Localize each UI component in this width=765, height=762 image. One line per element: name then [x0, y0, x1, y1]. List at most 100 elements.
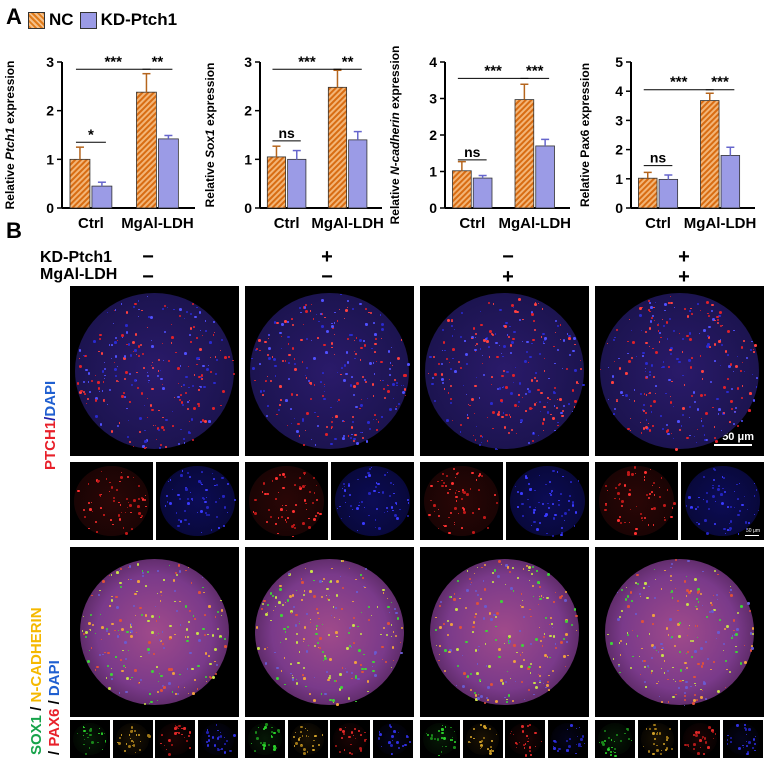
bar [348, 139, 368, 209]
organoid [423, 723, 457, 755]
legend: NC KD-Ptch1 [28, 10, 177, 30]
significance-mark: ns [464, 144, 481, 160]
bar [638, 177, 658, 209]
scale-text-large: 50 μm [722, 431, 754, 443]
stain-part: PTCH1 [42, 420, 59, 470]
legend-swatch-nc [28, 11, 45, 29]
x-tick-label: Ctrl [459, 215, 485, 232]
y-tick-label: 5 [615, 54, 623, 70]
scale-bar-large [714, 444, 752, 446]
y-tick-label: 2 [615, 142, 623, 158]
stain-part: PAX6 [46, 708, 63, 747]
bar [327, 86, 348, 209]
micrograph-ptch1-col4: 50 μm [595, 286, 764, 456]
micrograph-merge-col3 [420, 547, 589, 717]
chart-ptch1: Relative Ptch1 expression 0 1 2 3 Ctrl MgAl-LD… [3, 53, 195, 232]
organoid [508, 723, 542, 755]
channel-red-col4 [595, 462, 678, 540]
bar [136, 91, 157, 209]
x-tick-label: Ctrl [78, 215, 104, 232]
organoid [685, 465, 760, 537]
bar [535, 145, 555, 209]
y-tick-label: 4 [429, 54, 437, 70]
x-tick-label: Ctrl [274, 215, 300, 232]
channel-red-merge-col1 [155, 720, 195, 758]
stain-part: DAPI [42, 380, 59, 417]
significance-mark: *** [526, 62, 544, 79]
stain-part: N-CADHERIN [28, 607, 45, 703]
panel-a-letter: A [6, 4, 22, 29]
y-tick-label: 2 [244, 103, 252, 119]
organoid [683, 723, 717, 755]
y-tick-label: 0 [615, 200, 623, 216]
channel-blue-merge-col1 [197, 720, 238, 758]
stain-part: DAPI [46, 660, 63, 697]
x-tick-label: MgAl-LDH [684, 215, 756, 232]
organoid [424, 465, 499, 537]
significance-mark: * [88, 126, 94, 143]
organoid [335, 465, 410, 537]
organoid [74, 465, 149, 537]
bar [658, 178, 679, 209]
organoid [600, 292, 759, 450]
significance-mark: *** [298, 53, 316, 70]
bar [91, 185, 113, 209]
stain-part: / [28, 702, 45, 715]
col1-mg-sign: − [142, 266, 154, 288]
organoid [430, 558, 579, 706]
y-tick-label: 3 [244, 54, 252, 70]
x-tick-label: MgAl-LDH [499, 215, 571, 232]
y-tick-label: 4 [615, 83, 623, 99]
channel-red-col1 [70, 462, 153, 540]
row-label-kd: KD-Ptch1 [40, 249, 113, 266]
row-label-mg: MgAl-LDH [40, 266, 118, 283]
bar [514, 99, 535, 209]
micrograph-merge-col1 [70, 547, 239, 717]
channel-green-merge-col4 [595, 720, 635, 758]
x-tick-label: MgAl-LDH [121, 215, 193, 232]
significance-mark: *** [670, 74, 688, 91]
channel-blue-merge-col2 [372, 720, 413, 758]
organoid [290, 723, 325, 755]
channel-red-col3 [420, 462, 503, 540]
y-axis-label: Relative Sox1 expression [203, 63, 217, 208]
chart-ncadherin: Relative N-cadherin expression 0 1 2 3 4 Ctrl M… [388, 46, 571, 232]
channel-green-merge-col3 [420, 720, 460, 758]
channel-green-merge-col1 [70, 720, 110, 758]
legend-label-kd: KD-Ptch1 [100, 10, 178, 29]
organoid [375, 723, 410, 755]
organoid [510, 465, 585, 537]
micrograph-ptch1-col3 [420, 286, 589, 456]
scale-text-small: 50 μm [746, 528, 760, 534]
organoid [250, 292, 409, 450]
micrograph-merge-col2 [245, 547, 414, 717]
micrograph-ptch1-col2 [245, 286, 414, 456]
significance-mark: ns [278, 125, 295, 141]
organoid [599, 465, 674, 537]
col3-kd-sign: − [502, 246, 514, 268]
channel-green-merge-col2 [245, 720, 285, 758]
y-tick-label: 1 [429, 164, 437, 180]
organoid [249, 465, 324, 537]
micrograph-merge-col4 [595, 547, 764, 717]
channel-yellow-merge-col2 [287, 720, 328, 758]
bar [700, 100, 720, 209]
legend-label-nc: NC [49, 10, 74, 29]
channel-blue-col2 [331, 462, 414, 540]
significance-mark: *** [104, 53, 122, 70]
y-tick-label: 2 [429, 127, 437, 143]
significance-mark: *** [484, 62, 502, 79]
bar [452, 170, 472, 209]
y-tick-label: 1 [46, 151, 54, 167]
stain-part: / [46, 746, 63, 755]
y-tick-label: 0 [429, 200, 437, 216]
y-tick-label: 3 [46, 54, 54, 70]
significance-mark: ** [342, 53, 354, 70]
stain-label-pax6-dapi: / PAX6 / DAPI [46, 660, 63, 755]
bar [287, 158, 307, 209]
y-tick-label: 2 [46, 103, 54, 119]
col1-kd-sign: − [142, 246, 154, 268]
channel-red-col2 [245, 462, 328, 540]
y-axis-label: Relative Ptch1 expression [3, 61, 17, 210]
bar [158, 138, 179, 209]
